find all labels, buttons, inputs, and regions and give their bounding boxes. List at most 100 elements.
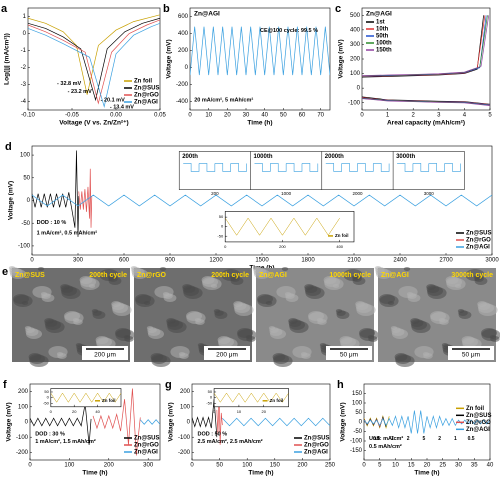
x-tick-label: 60 <box>299 113 306 119</box>
chart-title: Zn@AGI <box>194 11 220 18</box>
series-group <box>214 392 289 403</box>
scale-label: 200 μm <box>216 352 238 359</box>
texture <box>61 287 81 299</box>
x-tick-label: 1500 <box>255 258 269 264</box>
x-tick-label: 0 <box>190 463 194 469</box>
texture <box>159 267 167 271</box>
y-tick-label: 0 <box>221 224 224 229</box>
y-axis-label: Log(|j| (mA/cm²)) <box>4 33 11 85</box>
x-tick-label: 10 <box>205 113 212 119</box>
x-tick-label: 600 <box>119 258 130 264</box>
data-line <box>214 392 289 403</box>
texture <box>210 284 218 288</box>
texture <box>270 329 286 339</box>
data-line <box>364 410 490 434</box>
annotation: 1 mA/cm², 0.5 mAh/cm² <box>37 230 98 237</box>
scale-label: 200 μm <box>94 352 116 359</box>
y-tick-label: 100 <box>18 404 29 410</box>
x-tick-label: 2400 <box>393 258 407 264</box>
texture <box>474 277 488 285</box>
y-tick-label: -150 <box>350 448 363 454</box>
y-tick-label: 150 <box>352 391 363 397</box>
y-tick-label: -1 <box>21 48 27 54</box>
texture <box>257 295 277 307</box>
texture <box>273 355 293 367</box>
y-axis-label: Voltage (mV) <box>8 181 15 220</box>
x-tick-label: 200 <box>279 244 286 249</box>
texture <box>332 284 340 288</box>
data-line <box>78 168 93 228</box>
micrograph: Zn@rGO 200th cycle 200 μm <box>130 266 257 367</box>
annotation: 0.5 mAh/cm² <box>369 443 402 450</box>
texture <box>490 336 500 342</box>
texture <box>112 304 132 316</box>
y-tick-label: 100 <box>180 404 191 410</box>
x-axis-label: Areal capacity (mAh/cm²) <box>387 120 465 127</box>
y-axis-label: Voltage (mV) <box>166 39 173 78</box>
x-tick-label: 20 <box>224 113 231 119</box>
rate-label: 2 <box>407 436 410 442</box>
panel-letter: c <box>335 3 341 15</box>
y-tick-label: -50 <box>21 221 30 227</box>
panel-letter: d <box>5 141 12 153</box>
y-tick-label: 400 <box>178 31 189 37</box>
texture <box>324 278 344 290</box>
y-tick-label: -4 <box>21 99 27 105</box>
legend-label: Zn@AGI <box>134 100 158 106</box>
chart-title: Zn@AGI <box>366 11 392 18</box>
series-group <box>192 391 330 445</box>
series-group <box>30 388 160 456</box>
panel: 0 200 400 50 0 -50 Zn foil <box>217 211 355 249</box>
annotation: DOD : 30 % <box>35 432 65 438</box>
texture <box>454 284 462 288</box>
texture <box>148 329 164 339</box>
legend-label: Zn@SUS <box>134 86 160 92</box>
texture <box>427 287 447 299</box>
texture <box>124 336 134 342</box>
texture <box>202 278 222 290</box>
y-tick-label: 0 <box>359 420 363 426</box>
inset-label: 200th <box>182 154 198 160</box>
image-cycle: 1000th cycle <box>329 272 371 279</box>
texture <box>395 355 415 367</box>
legend-label: 10th <box>376 27 389 33</box>
texture <box>132 269 148 279</box>
x-tick-label: 0 <box>188 113 192 119</box>
panel: d 0 300 600 900 1200 1500 1800 2100 2400 2700 3000 1… <box>5 141 499 272</box>
panel-letter: e <box>2 266 8 278</box>
x-tick-label: 40 <box>487 463 494 469</box>
y-tick-label: 50 <box>208 389 213 394</box>
image-label: Zn@AGI <box>381 272 409 279</box>
legend-label: Zn@rGO <box>466 420 491 426</box>
y-tick-label: 100 <box>350 71 361 77</box>
x-tick-label: 300 <box>143 463 154 469</box>
x-tick-label: 3000 <box>485 258 499 264</box>
y-tick-label: 200 <box>178 48 189 54</box>
texture <box>411 321 431 333</box>
x-axis-label: Voltage (V vs. Zn/Zn²⁺) <box>59 120 128 127</box>
x-tick-label: 5 <box>488 113 492 119</box>
data-line <box>28 17 160 102</box>
data-line <box>225 217 340 236</box>
texture <box>13 295 33 307</box>
scale-label: 50 μm <box>340 352 358 359</box>
rate-label: 1 <box>454 436 457 442</box>
texture <box>423 353 433 359</box>
series-group <box>50 392 121 403</box>
plot-frame <box>361 7 491 111</box>
x-tick-label: 0 <box>30 258 34 264</box>
texture <box>376 269 392 279</box>
x-tick-label: 0 <box>224 244 227 249</box>
y-axis-label: Voltage (mV) <box>338 39 345 78</box>
legend-label: Zn foil <box>466 406 484 412</box>
texture <box>37 267 45 271</box>
legend-label: Zn foil <box>102 398 116 403</box>
y-tick-label: 50 <box>23 175 30 181</box>
annotation: - 13.4 mV <box>110 104 134 110</box>
x-tick-label: 30 <box>243 113 250 119</box>
legend-label: Zn@SUS <box>304 436 330 442</box>
annotation: Unit: mA/cm² <box>369 435 403 442</box>
legend-label: Zn@rGO <box>134 443 159 449</box>
x-tick-label: 150 <box>270 463 281 469</box>
x-tick-label: 20 <box>72 409 77 414</box>
